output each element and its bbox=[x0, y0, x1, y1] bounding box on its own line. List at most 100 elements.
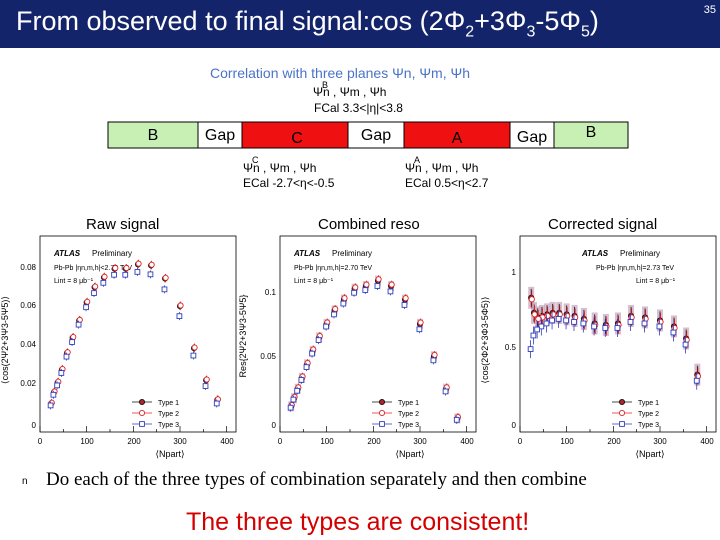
data-point-type-2 bbox=[402, 295, 409, 302]
segment-gap-3 bbox=[509, 121, 555, 149]
legend-marker bbox=[379, 421, 385, 427]
data-point-type-2 bbox=[550, 311, 557, 318]
x-tick-label: 200 bbox=[367, 437, 381, 446]
data-point-type-3 bbox=[54, 382, 60, 389]
data-point-type-3 bbox=[190, 352, 197, 359]
data-point-type-2 bbox=[375, 276, 382, 283]
plot-frame bbox=[279, 235, 477, 433]
caption-raw-signal: Raw signal bbox=[86, 216, 160, 233]
x-tick-label: 100 bbox=[560, 437, 574, 446]
x-axis-label: ⟨Npart⟩ bbox=[155, 449, 184, 459]
collision-label: Pb-Pb |ηn,m,h|=2.70 TeV bbox=[294, 265, 372, 272]
y-tick-label: 0 bbox=[512, 421, 517, 430]
legend-marker bbox=[618, 398, 626, 406]
data-point-type-2 bbox=[101, 273, 108, 280]
collision-label: Pb-Pb |ηn,m,h|<2.70 TeV bbox=[54, 265, 132, 272]
legend-label: Type 2 bbox=[158, 411, 179, 418]
segment-bar: B Gap C Gap A Gap B bbox=[107, 121, 629, 149]
x-tick-label: 200 bbox=[127, 437, 141, 446]
data-point-type-3 bbox=[290, 396, 297, 403]
data-point-type-2 bbox=[332, 305, 339, 313]
data-point-type-3 bbox=[627, 319, 634, 325]
data-point-type-3 bbox=[294, 387, 300, 394]
data-point-type-3 bbox=[63, 353, 70, 360]
legend-marker bbox=[138, 409, 146, 417]
legend-marker bbox=[378, 409, 386, 417]
data-point-type-3 bbox=[527, 346, 534, 352]
segment-c bbox=[241, 121, 349, 149]
page-number: 35 bbox=[703, 4, 716, 16]
atlas-label: ATLAS bbox=[581, 249, 609, 258]
top-label-planes: Ψn , Ψm , Ψh bbox=[313, 85, 386, 99]
right-label-sup: A bbox=[414, 155, 420, 165]
data-point-type-3 bbox=[315, 337, 322, 343]
atlas-label: ATLAS bbox=[293, 249, 321, 258]
caption-corrected-signal: Corrected signal bbox=[548, 216, 658, 233]
data-point-type-3 bbox=[416, 326, 423, 333]
detector-diagram: Correlation with three planes Ψn, Ψm, Ψh… bbox=[107, 65, 629, 190]
data-point-type-3 bbox=[83, 304, 89, 311]
left-label-planes: Ψn , Ψm , Ψh bbox=[243, 161, 316, 175]
data-point-type-3 bbox=[374, 283, 381, 289]
data-point-type-3 bbox=[401, 302, 408, 308]
data-point-type-2 bbox=[148, 261, 155, 268]
conclusion-text: The three types are consistent! bbox=[186, 508, 530, 536]
segment-label-gap-1: Gap bbox=[205, 127, 235, 144]
top-label-range: FCal 3.3<|η|<3.8 bbox=[314, 101, 403, 115]
segment-label-b-left: B bbox=[148, 127, 159, 144]
diagram-heading: Correlation with three planes Ψn, Ψm, Ψh bbox=[210, 65, 470, 81]
lumi-label: Lint = 8 μb⁻¹ bbox=[54, 278, 94, 285]
data-point-type-2 bbox=[177, 302, 184, 309]
legend-marker bbox=[378, 398, 386, 406]
left-label-sup: C bbox=[252, 155, 259, 165]
slide-title: From observed to final signal:cos (2Φ2+3… bbox=[16, 6, 599, 41]
segment-label-gap-3: Gap bbox=[517, 129, 547, 146]
y-tick-label: 1 bbox=[512, 268, 517, 277]
x-tick-label: 400 bbox=[460, 437, 474, 446]
data-point-type-3 bbox=[111, 271, 117, 278]
y-tick-label: 0.08 bbox=[20, 263, 36, 272]
plots-area: ⟨cos(2Ψ2+3Ψ3-5Ψ5)⟩ 0 0.02 0.04 0.06 0.08… bbox=[0, 235, 717, 459]
x-tick-label: 300 bbox=[413, 437, 427, 446]
data-point-type-3 bbox=[614, 325, 621, 331]
data-point-type-3 bbox=[555, 316, 562, 322]
x-tick-label: 400 bbox=[700, 437, 714, 446]
legend-label: Type 3 bbox=[638, 422, 659, 429]
plot-raw-signal: ⟨cos(2Ψ2+3Ψ3-5Ψ5)⟩ 0 0.02 0.04 0.06 0.08… bbox=[0, 235, 237, 459]
data-point-type-3 bbox=[287, 404, 294, 411]
data-point-type-3 bbox=[303, 364, 310, 370]
data-point-type-3 bbox=[309, 350, 315, 357]
data-point-type-3 bbox=[47, 402, 54, 409]
lumi-label: Lint = 8 μb⁻¹ bbox=[294, 278, 334, 285]
x-tick-label: 400 bbox=[220, 437, 234, 446]
y-axis-label: ⟨cos(2Φ2+3Φ3-5Φ5)⟩ bbox=[480, 297, 490, 384]
data-point-type-3 bbox=[213, 400, 220, 407]
title-sub-3: 5 bbox=[580, 23, 590, 41]
caption-combined-reso: Combined reso bbox=[318, 216, 420, 233]
data-point-type-2 bbox=[135, 260, 142, 267]
lumi-label: Lint = 8 μb⁻¹ bbox=[636, 278, 676, 285]
data-point-type-3 bbox=[387, 288, 394, 295]
data-point-type-3 bbox=[656, 323, 663, 330]
plot-combined-reso: Res{2Ψ2+3Ψ3-5Ψ5} 0 0.05 0.1 0 100 200 30… bbox=[238, 235, 477, 459]
data-point-type-3 bbox=[670, 329, 677, 336]
data-point-type-3 bbox=[571, 319, 577, 325]
data-point-type-3 bbox=[543, 320, 550, 327]
preliminary-label: Preliminary bbox=[92, 249, 132, 258]
data-point-type-3 bbox=[161, 286, 168, 293]
y-axis-label: Res{2Ψ2+3Ψ3-5Ψ5} bbox=[238, 295, 248, 378]
data-point-type-2 bbox=[76, 316, 83, 323]
legend-label: Type 2 bbox=[638, 411, 659, 418]
data-point-type-2 bbox=[352, 284, 359, 291]
data-point-type-3 bbox=[340, 300, 347, 307]
legend-label: Type 2 bbox=[398, 411, 419, 418]
segment-label-c: C bbox=[291, 130, 303, 147]
data-point-type-3 bbox=[580, 320, 587, 327]
title-mid-2: -5Φ bbox=[535, 6, 581, 36]
data-point-type-3 bbox=[50, 391, 57, 398]
right-label-range: ECal 0.5<η<2.7 bbox=[405, 176, 489, 190]
x-tick-label: 0 bbox=[278, 437, 283, 446]
data-point-type-3 bbox=[69, 339, 75, 345]
legend-marker bbox=[139, 421, 145, 427]
data-point-type-2 bbox=[341, 295, 348, 302]
